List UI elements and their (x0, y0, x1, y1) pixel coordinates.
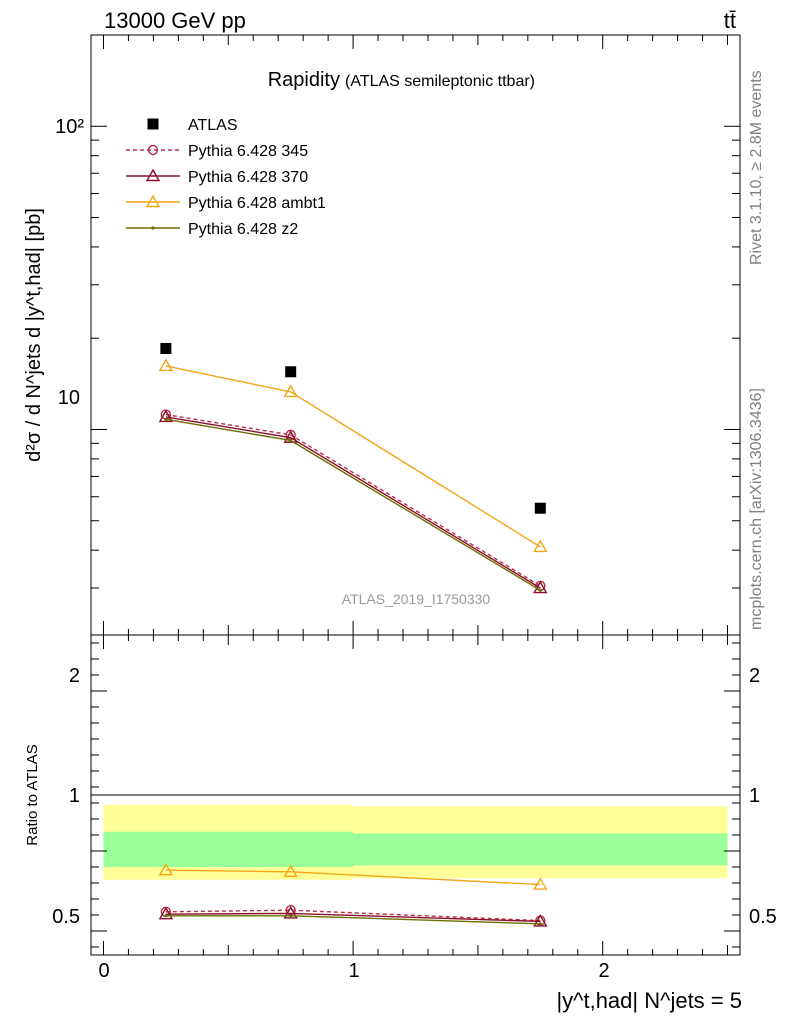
data-point-atlas (534, 502, 546, 514)
uncertainty-band-inner (353, 833, 728, 866)
ratio-point-pythia-6-428-ambt1 (533, 877, 548, 890)
ratio-plot-area (90, 634, 741, 956)
legend-label-pythia-6-428-345: Pythia 6.428 345 (188, 143, 308, 160)
legend-label-pythia-6-428-z2: Pythia 6.428 z2 (188, 221, 298, 238)
ratio-point-pythia-6-428-z2 (164, 914, 168, 918)
series-point-pythia-6-428-z2 (289, 438, 293, 443)
xtick-label-2: 2 (598, 960, 609, 982)
series-point-pythia-6-428-ambt1 (158, 358, 174, 372)
legend-marker-pythia-6-428-345 (147, 144, 159, 156)
series-line-pythia-6-428-ambt1 (165, 365, 541, 548)
legend-marker-pythia-6-428-370 (145, 168, 161, 182)
legend: ATLAS Pythia 6.428 345 Pythia 6.428 370 Pyt… (126, 117, 326, 238)
ratio-panel: 2 1 0.5 2 1 0.5 0 1 2 Ratio to ATLAS |y^… (24, 634, 777, 1013)
legend-marker-pythia-6-428-z2 (151, 226, 155, 230)
rivet-label: Rivet 3.1.10, ≥ 2.8M events (748, 70, 765, 265)
xtick-label-1: 1 (348, 960, 359, 982)
chart-subtitle-text: (ATLAS semileptonic ttbar) (345, 73, 535, 90)
ratio-point-pythia-6-428-z2 (538, 922, 542, 926)
ratio-ytick-label-2-left: 2 (69, 665, 80, 687)
legend-label-pythia-6-428-370: Pythia 6.428 370 (188, 169, 308, 186)
main-y-axis-label: d²σ / d N^jets d |y^t,had| [pb] (23, 208, 45, 462)
legend-label-pythia-6-428-ambt1: Pythia 6.428 ambt1 (188, 195, 326, 212)
ratio-point-pythia-6-428-370 (283, 905, 298, 919)
main-ytick-label-10: 10 (58, 387, 80, 409)
ratio-ticks (91, 635, 740, 955)
legend-marker-atlas (147, 118, 159, 130)
ratio-ytick-label-2-right: 2 (749, 665, 760, 687)
uncertainty-bands (103, 804, 728, 880)
main-ytick-label-100: 10² (55, 116, 84, 138)
chart-title-text: Rapidity (268, 69, 340, 91)
ratio-point-pythia-6-428-370 (158, 906, 174, 920)
series-point-pythia-6-428-370 (533, 580, 548, 594)
series-line-pythia-6-428-z2 (165, 418, 541, 591)
source-label: mcplots.cern.ch [arXiv:1306.3436] (748, 388, 765, 630)
series-point-pythia-6-428-ambt1 (283, 384, 298, 398)
ratio-y-axis-label: Ratio to ATLAS (24, 744, 41, 845)
legend-label-atlas: ATLAS (188, 117, 238, 134)
main-ytick-label-100-text: 10² (55, 116, 84, 138)
ratio-ytick-label-05-right: 0.5 (749, 906, 777, 928)
collision-label: 13000 GeV pp (104, 8, 246, 33)
main-y-axis-label-text: d²σ / d N^jets d |y^t,had| [pb] (23, 208, 45, 462)
xtick-label-0: 0 (98, 960, 109, 982)
chart-title: Rapidity (ATLAS semileptonic ttbar) (268, 69, 535, 91)
ratio-point-pythia-6-428-370 (533, 913, 548, 927)
data-point-atlas (285, 366, 297, 378)
data-point-atlas (160, 342, 172, 354)
series-line-pythia-6-428-345 (165, 413, 541, 587)
series-point-pythia-6-428-370 (283, 430, 298, 443)
ratio-ytick-label-1-right: 1 (749, 785, 760, 807)
ratio-y-axis-label-text: Ratio to ATLAS (24, 744, 41, 845)
ratio-line-pythia-6-428-370 (165, 912, 541, 923)
ratio-line-pythia-6-428-ambt1 (165, 869, 541, 886)
series-line-pythia-6-428-370 (165, 416, 541, 589)
ratio-point-pythia-6-428-z2 (289, 914, 293, 918)
legend-marker-pythia-6-428-ambt1 (145, 194, 161, 208)
series-point-pythia-6-428-ambt1 (533, 539, 548, 553)
analysis-watermark: ATLAS_2019_I1750330 (342, 591, 491, 607)
ratio-series (158, 862, 548, 927)
main-y-ticks (91, 34, 740, 635)
series-point-pythia-6-428-z2 (538, 588, 542, 592)
ratio-point-pythia-6-428-ambt1 (283, 864, 298, 877)
main-panel: 10 10² Rapidity (ATLAS semileptonic ttba… (23, 34, 741, 636)
ratio-ytick-label-1-left: 1 (69, 785, 80, 807)
x-axis-label: |y^t,had| N^jets = 5 (556, 988, 742, 1013)
uncertainty-band-inner (103, 831, 354, 867)
ratio-point-pythia-6-428-ambt1 (158, 862, 174, 876)
main-series (158, 342, 548, 594)
process-label: tt̄ (724, 8, 736, 33)
series-point-pythia-6-428-370 (158, 409, 174, 423)
ratio-ytick-label-05-left: 0.5 (52, 906, 80, 928)
series-point-pythia-6-428-z2 (164, 417, 168, 421)
